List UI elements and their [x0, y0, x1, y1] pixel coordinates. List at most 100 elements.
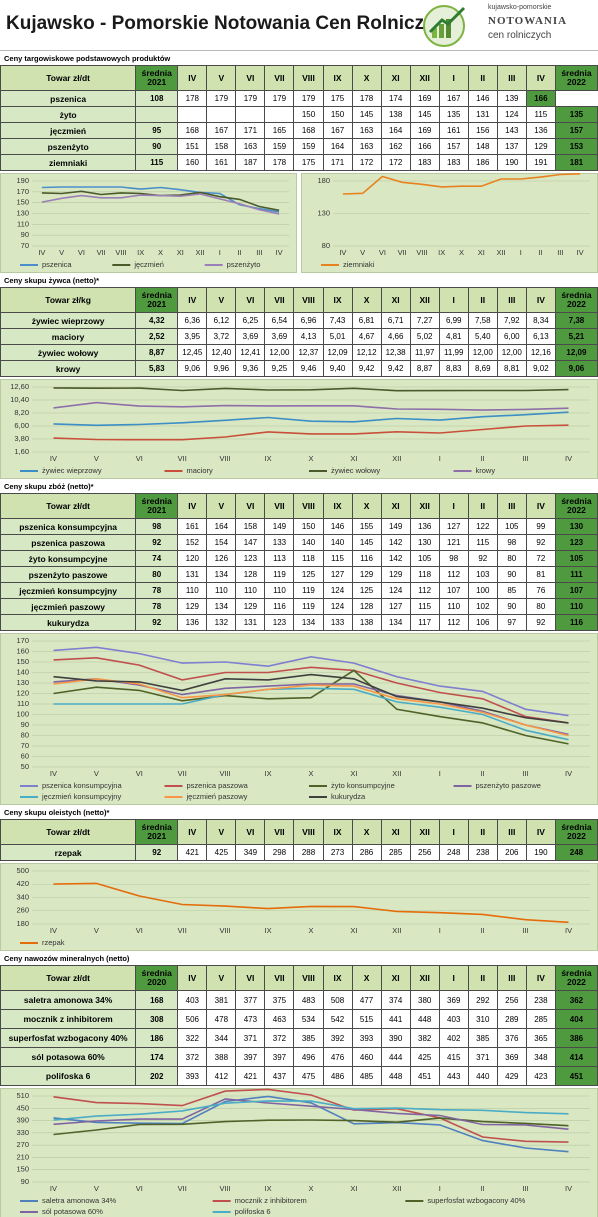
header-row: Towar zł/kg średnia 2021 IV V VI VII VIII IX X XI…: [0, 287, 598, 313]
column-header: Towar zł/dt: [0, 65, 137, 91]
x-tick-label: IV: [50, 1184, 57, 1193]
price-cell: 451: [409, 1066, 440, 1086]
chart-row: 180 260 340 420 500 IV V VI VII VIII IX X XI XII I II II…: [0, 863, 598, 951]
price-cell: 98: [135, 518, 179, 535]
price-cell: 5,21: [554, 328, 598, 345]
price-cell: 150: [293, 518, 324, 535]
series-line: [53, 677, 569, 736]
price-cell: 118: [293, 550, 324, 567]
column-header: IV: [177, 493, 208, 519]
y-tick-label: 170: [16, 187, 29, 196]
price-cell: 285: [525, 1009, 556, 1029]
x-tick-label: IX: [265, 454, 272, 463]
legend-label: superfosfat wzbogacony 40%: [427, 1196, 525, 1205]
column-header: IV: [525, 65, 556, 91]
price-cell: 158: [206, 138, 237, 155]
price-cell: 437: [264, 1066, 295, 1086]
price-cell: 12,37: [293, 344, 324, 361]
data-row: polifoska 6 202 393 412 421 437 475 486 485 448 45…: [0, 1066, 598, 1086]
price-cell: 146: [467, 90, 498, 107]
price-cell: 476: [322, 1047, 353, 1067]
x-tick-label: VIII: [220, 769, 231, 778]
product-name: jęczmień paszowy: [0, 598, 137, 615]
price-cell: 85: [496, 582, 527, 599]
price-cell: 167: [322, 122, 353, 139]
price-cell: 115: [409, 598, 440, 615]
price-cell: 80: [135, 566, 179, 583]
header-row: Towar zł/dt średnia 2021 IV V VI VII VIII IX X XI…: [0, 819, 598, 845]
price-cell: 288: [293, 844, 324, 861]
price-cell: 131: [177, 566, 208, 583]
price-cell: 152: [177, 534, 208, 551]
x-tick-label: VIII: [115, 248, 126, 257]
x-tick-label: XII: [392, 926, 401, 935]
price-cell: 7,27: [409, 312, 440, 329]
price-cell: 127: [438, 518, 469, 535]
section: Ceny skupu zbóż (netto)* Towar zł/dt średn…: [0, 481, 598, 805]
legend-label: żywiec wołowy: [331, 466, 380, 475]
price-cell: 429: [496, 1066, 527, 1086]
price-cell: 2,52: [135, 328, 179, 345]
x-tick-label: VII: [178, 926, 187, 935]
price-table: Towar zł/dt średnia 2020 IV V VI VII VIII IX X XI…: [0, 965, 598, 1086]
y-tick-label: 110: [17, 219, 29, 228]
chart-background: [301, 173, 598, 273]
price-cell: 80: [496, 550, 527, 567]
price-cell: 415: [438, 1047, 469, 1067]
price-cell: 515: [351, 1009, 382, 1029]
price-cell: 4,66: [380, 328, 411, 345]
column-header: VII: [264, 493, 295, 519]
price-cell: [135, 106, 179, 123]
price-cell: 11,97: [409, 344, 440, 361]
price-cell: 7,92: [496, 312, 527, 329]
price-cell: 106: [467, 614, 498, 631]
column-header: XII: [409, 287, 440, 313]
x-tick-label: II: [481, 1184, 485, 1193]
price-cell: 138: [380, 106, 411, 123]
price-cell: 97: [496, 614, 527, 631]
price-cell: 127: [380, 598, 411, 615]
x-tick-label: IX: [137, 248, 144, 257]
price-cell: 116: [351, 550, 382, 567]
line-chart: 90 150 210 270 330 390 450 510 IV V VI VII VIII IX X XI…: [0, 1088, 598, 1217]
y-tick-label: 260: [16, 906, 29, 915]
series-line: [53, 687, 569, 741]
price-cell: 178: [351, 90, 382, 107]
column-header: II: [467, 493, 498, 519]
section: Ceny nawozów mineralnych (netto) Towar zł…: [0, 953, 598, 1217]
price-cell: 425: [409, 1047, 440, 1067]
x-tick-label: III: [522, 454, 528, 463]
legend-label: krowy: [476, 466, 496, 475]
price-cell: 120: [177, 550, 208, 567]
price-cell: 178: [264, 154, 295, 171]
x-tick-label: XII: [195, 248, 204, 257]
x-tick-label: V: [94, 1184, 99, 1193]
price-cell: 171: [235, 122, 266, 139]
legend-label: kukurydza: [331, 792, 366, 801]
price-cell: 122: [467, 518, 498, 535]
column-header: IV: [177, 965, 208, 991]
price-cell: 380: [409, 990, 440, 1010]
price-cell: 126: [206, 550, 237, 567]
column-header: średnia 2021: [135, 493, 179, 519]
price-cell: 6,00: [496, 328, 527, 345]
price-cell: 166: [409, 138, 440, 155]
price-cell: 248: [438, 844, 469, 861]
price-cell: 386: [554, 1028, 598, 1048]
price-cell: 130: [409, 534, 440, 551]
data-row: superfosfat wzbogacony 40% 186 322 344 371 37…: [0, 1028, 598, 1048]
price-cell: 186: [135, 1028, 179, 1048]
y-tick-label: 270: [16, 1140, 29, 1149]
data-row: żyto konsumpcyjne 74 120 126 123 113 118 115 116…: [0, 550, 598, 567]
column-header: I: [438, 65, 469, 91]
data-row: jęczmień konsumpcyjny 78 110 110 110 110 119 12…: [0, 582, 598, 599]
chart-row: 50 60 70 80 90 100 110 120 130 140 150 160 170 IV V VI V…: [0, 633, 598, 805]
price-cell: 3,69: [235, 328, 266, 345]
price-cell: 421: [177, 844, 208, 861]
column-header: VIII: [293, 287, 324, 313]
data-row: ziemniaki 115 160 161 187 178 175 171 172 172 183 1…: [0, 154, 598, 171]
price-cell: 172: [351, 154, 382, 171]
column-header: średnia 2022: [554, 493, 598, 519]
